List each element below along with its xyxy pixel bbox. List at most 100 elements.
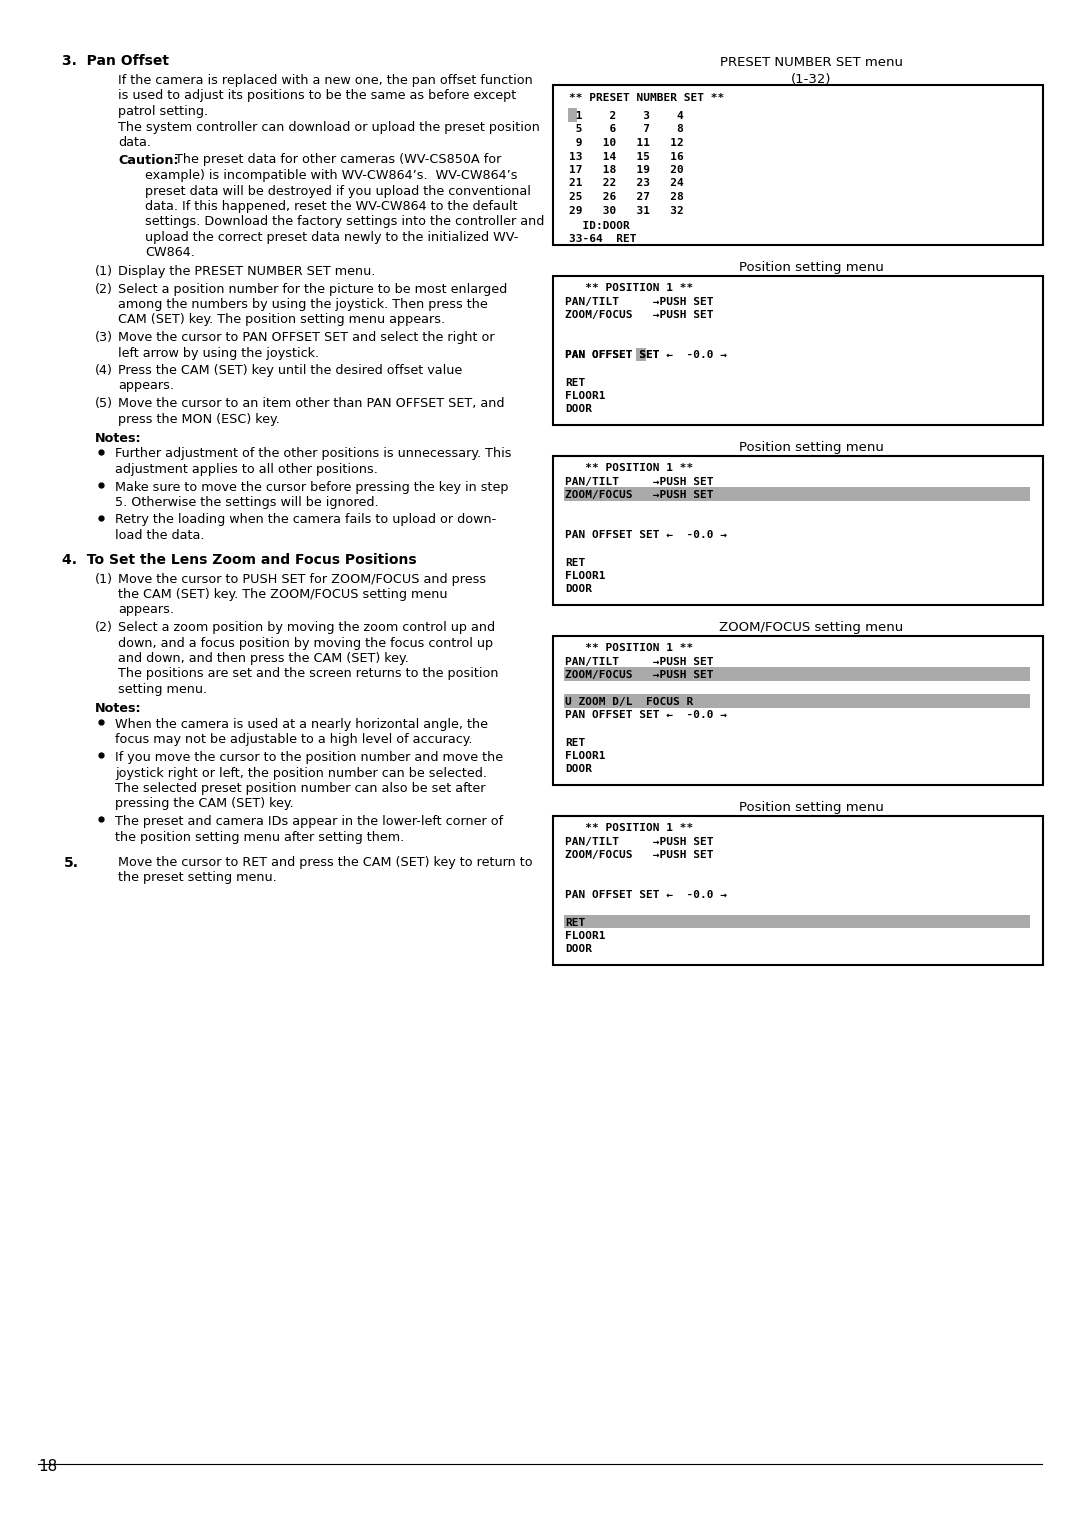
Text: Position setting menu: Position setting menu bbox=[739, 801, 883, 813]
Text: The preset and camera IDs appear in the lower-left corner of: The preset and camera IDs appear in the … bbox=[114, 815, 503, 829]
Text: ** POSITION 1 **: ** POSITION 1 ** bbox=[565, 642, 693, 653]
Bar bbox=[636, 348, 646, 362]
Text: PAN OFFSET SET ←  -0.0 →: PAN OFFSET SET ← -0.0 → bbox=[565, 891, 727, 900]
Text: 5. Otherwise the settings will be ignored.: 5. Otherwise the settings will be ignore… bbox=[114, 496, 379, 510]
Text: pressing the CAM (SET) key.: pressing the CAM (SET) key. bbox=[114, 798, 294, 810]
Text: FLOOR1: FLOOR1 bbox=[565, 931, 606, 942]
Text: When the camera is used at a nearly horizontal angle, the: When the camera is used at a nearly hori… bbox=[114, 719, 488, 731]
Text: 29   30   31   32: 29 30 31 32 bbox=[569, 206, 684, 215]
Text: Select a position number for the picture to be most enlarged: Select a position number for the picture… bbox=[118, 282, 508, 296]
Text: (1-32): (1-32) bbox=[792, 73, 832, 85]
Text: PAN/TILT     →PUSH SET: PAN/TILT →PUSH SET bbox=[565, 836, 714, 847]
Text: ZOOM/FOCUS   →PUSH SET: ZOOM/FOCUS →PUSH SET bbox=[565, 850, 714, 861]
Text: 5    6    7    8: 5 6 7 8 bbox=[569, 125, 684, 134]
Text: setting menu.: setting menu. bbox=[118, 684, 207, 696]
Text: ZOOM/FOCUS   →PUSH SET: ZOOM/FOCUS →PUSH SET bbox=[565, 670, 714, 681]
Text: 3.  Pan Offset: 3. Pan Offset bbox=[62, 53, 168, 69]
Text: the position setting menu after setting them.: the position setting menu after setting … bbox=[114, 830, 404, 844]
Bar bbox=[553, 85, 1043, 246]
Text: load the data.: load the data. bbox=[114, 530, 204, 542]
Text: DOOR: DOOR bbox=[565, 404, 592, 415]
Bar bbox=[553, 276, 1043, 426]
Bar bbox=[553, 816, 1043, 964]
Text: Further adjustment of the other positions is unnecessary. This: Further adjustment of the other position… bbox=[114, 447, 512, 461]
Text: PAN/TILT     →PUSH SET: PAN/TILT →PUSH SET bbox=[565, 476, 714, 487]
Text: FLOOR1: FLOOR1 bbox=[565, 571, 606, 581]
Text: 18: 18 bbox=[38, 1459, 57, 1474]
Text: CW864.: CW864. bbox=[145, 247, 194, 259]
Text: (1): (1) bbox=[95, 266, 113, 278]
Text: U ZOOM D/L  FOCUS R: U ZOOM D/L FOCUS R bbox=[565, 697, 693, 707]
Text: (5): (5) bbox=[95, 397, 113, 410]
Text: Position setting menu: Position setting menu bbox=[739, 261, 883, 275]
Bar bbox=[564, 694, 1030, 708]
Text: PRESET NUMBER SET menu: PRESET NUMBER SET menu bbox=[720, 56, 903, 69]
Bar bbox=[564, 487, 1030, 501]
Text: left arrow by using the joystick.: left arrow by using the joystick. bbox=[118, 346, 319, 360]
Text: 4.  To Set the Lens Zoom and Focus Positions: 4. To Set the Lens Zoom and Focus Positi… bbox=[62, 552, 417, 566]
Bar bbox=[553, 456, 1043, 604]
Bar bbox=[564, 667, 1030, 681]
Text: Select a zoom position by moving the zoom control up and: Select a zoom position by moving the zoo… bbox=[118, 621, 495, 633]
Text: adjustment applies to all other positions.: adjustment applies to all other position… bbox=[114, 462, 378, 476]
Text: example) is incompatible with WV-CW864’s.  WV-CW864’s: example) is incompatible with WV-CW864’s… bbox=[145, 169, 517, 182]
Text: down, and a focus position by moving the focus control up: down, and a focus position by moving the… bbox=[118, 636, 494, 650]
Text: focus may not be adjustable to a high level of accuracy.: focus may not be adjustable to a high le… bbox=[114, 734, 473, 746]
Text: appears.: appears. bbox=[118, 380, 174, 392]
Text: The positions are set and the screen returns to the position: The positions are set and the screen ret… bbox=[118, 667, 499, 681]
Text: CAM (SET) key. The position setting menu appears.: CAM (SET) key. The position setting menu… bbox=[118, 313, 445, 327]
Bar bbox=[568, 108, 577, 122]
Text: 21   22   23   24: 21 22 23 24 bbox=[569, 179, 684, 189]
Text: and down, and then press the CAM (SET) key.: and down, and then press the CAM (SET) k… bbox=[118, 652, 408, 665]
Text: PAN OFFSET SET ←  -0.0 →: PAN OFFSET SET ← -0.0 → bbox=[565, 531, 727, 540]
Text: 13   14   15   16: 13 14 15 16 bbox=[569, 151, 684, 162]
Text: 5.: 5. bbox=[64, 856, 79, 870]
Text: RET: RET bbox=[565, 917, 585, 928]
Text: the preset setting menu.: the preset setting menu. bbox=[118, 871, 276, 885]
Text: PAN/TILT     →PUSH SET: PAN/TILT →PUSH SET bbox=[565, 656, 714, 667]
Text: 17   18   19   20: 17 18 19 20 bbox=[569, 165, 684, 175]
Text: If you move the cursor to the position number and move the: If you move the cursor to the position n… bbox=[114, 751, 503, 765]
Text: Move the cursor to an item other than PAN OFFSET SET, and: Move the cursor to an item other than PA… bbox=[118, 397, 504, 410]
Text: among the numbers by using the joystick. Then press the: among the numbers by using the joystick.… bbox=[118, 298, 488, 311]
Text: patrol setting.: patrol setting. bbox=[118, 105, 208, 118]
Text: (2): (2) bbox=[95, 282, 113, 296]
Text: 33-64  RET: 33-64 RET bbox=[569, 235, 636, 244]
Text: Notes:: Notes: bbox=[95, 702, 141, 716]
Text: DOOR: DOOR bbox=[565, 584, 592, 595]
Text: ** POSITION 1 **: ** POSITION 1 ** bbox=[565, 462, 693, 473]
Text: The selected preset position number can also be set after: The selected preset position number can … bbox=[114, 781, 486, 795]
Text: is used to adjust its positions to be the same as before except: is used to adjust its positions to be th… bbox=[118, 90, 516, 102]
Text: upload the correct preset data newly to the initialized WV-: upload the correct preset data newly to … bbox=[145, 230, 518, 244]
Text: ** PRESET NUMBER SET **: ** PRESET NUMBER SET ** bbox=[569, 93, 725, 102]
Text: ** POSITION 1 **: ** POSITION 1 ** bbox=[565, 282, 693, 293]
Text: preset data will be destroyed if you upload the conventional: preset data will be destroyed if you upl… bbox=[145, 185, 531, 197]
Text: DOOR: DOOR bbox=[565, 945, 592, 954]
Text: appears.: appears. bbox=[118, 603, 174, 617]
Text: If the camera is replaced with a new one, the pan offset function: If the camera is replaced with a new one… bbox=[118, 73, 532, 87]
Text: Make sure to move the cursor before pressing the key in step: Make sure to move the cursor before pres… bbox=[114, 481, 509, 493]
Text: the CAM (SET) key. The ZOOM/FOCUS setting menu: the CAM (SET) key. The ZOOM/FOCUS settin… bbox=[118, 588, 447, 601]
Text: (3): (3) bbox=[95, 331, 113, 343]
Bar bbox=[564, 914, 1030, 928]
Text: RET: RET bbox=[565, 557, 585, 568]
Text: ID:DOOR: ID:DOOR bbox=[569, 221, 630, 230]
Text: ZOOM/FOCUS setting menu: ZOOM/FOCUS setting menu bbox=[719, 621, 904, 633]
Text: Move the cursor to PUSH SET for ZOOM/FOCUS and press: Move the cursor to PUSH SET for ZOOM/FOC… bbox=[118, 572, 486, 586]
Text: Caution:: Caution: bbox=[118, 154, 178, 166]
Text: FLOOR1: FLOOR1 bbox=[565, 751, 606, 761]
Text: (2): (2) bbox=[95, 621, 113, 633]
Text: Retry the loading when the camera fails to upload or down-: Retry the loading when the camera fails … bbox=[114, 514, 496, 526]
Text: Move the cursor to RET and press the CAM (SET) key to return to: Move the cursor to RET and press the CAM… bbox=[118, 856, 532, 868]
Text: press the MON (ESC) key.: press the MON (ESC) key. bbox=[118, 412, 280, 426]
Text: 1    2    3    4: 1 2 3 4 bbox=[569, 111, 684, 121]
Text: ** POSITION 1 **: ** POSITION 1 ** bbox=[565, 823, 693, 833]
Text: Display the PRESET NUMBER SET menu.: Display the PRESET NUMBER SET menu. bbox=[118, 266, 376, 278]
Text: Press the CAM (SET) key until the desired offset value: Press the CAM (SET) key until the desire… bbox=[118, 365, 462, 377]
Text: PAN OFFSET SET ←  -0.0 →: PAN OFFSET SET ← -0.0 → bbox=[565, 711, 727, 720]
Text: Notes:: Notes: bbox=[95, 432, 141, 446]
Text: ZOOM/FOCUS   →PUSH SET: ZOOM/FOCUS →PUSH SET bbox=[565, 310, 714, 320]
Text: PAN/TILT     →PUSH SET: PAN/TILT →PUSH SET bbox=[565, 296, 714, 307]
Bar bbox=[553, 636, 1043, 784]
Text: Position setting menu: Position setting menu bbox=[739, 441, 883, 455]
